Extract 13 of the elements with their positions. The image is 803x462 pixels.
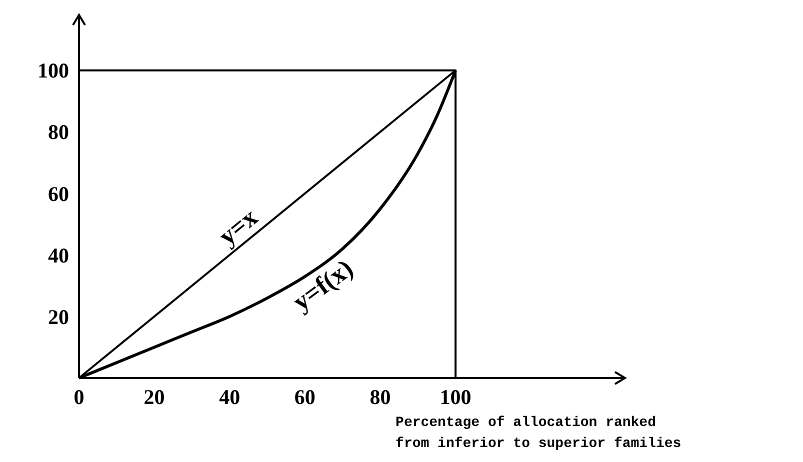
x-tick-label: 20 [144, 385, 165, 409]
y-tick-label: 20 [48, 304, 69, 329]
y-tick-label: 80 [48, 120, 69, 144]
x-tick-label: 0 [74, 385, 84, 409]
y-tick-label: 40 [48, 243, 69, 268]
text: y=x [213, 202, 263, 251]
x-tick-label: 80 [370, 385, 391, 409]
x-tick-label: 40 [219, 385, 240, 409]
y-tick-label: 60 [48, 182, 69, 206]
x-tick-label: 60 [294, 385, 316, 409]
x-tick-label: 100 [440, 385, 472, 409]
y-tick-label: 100 [38, 58, 69, 83]
x-axis-title: Percentage of allocation ranked from inferior to superior families [396, 415, 682, 452]
